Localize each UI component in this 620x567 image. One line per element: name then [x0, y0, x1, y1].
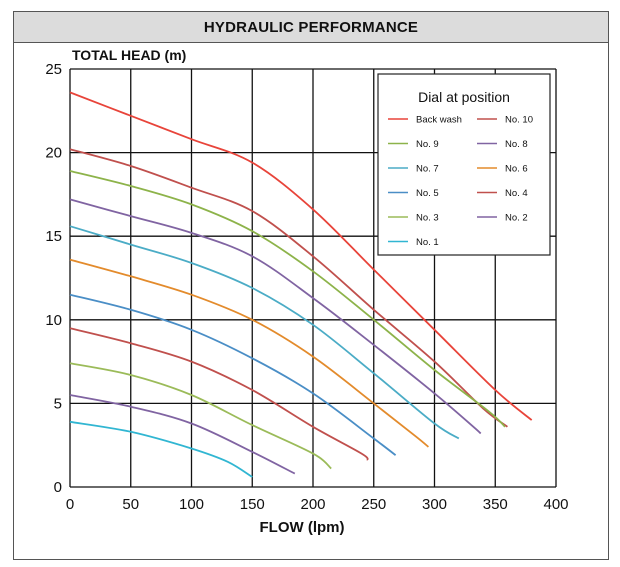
y-axis-label: TOTAL HEAD (m)	[72, 47, 186, 63]
y-tick-label: 0	[54, 479, 62, 496]
curves	[69, 91, 533, 478]
x-tick-label: 0	[66, 496, 74, 513]
legend-label: No. 10	[505, 115, 533, 126]
legend-label: No. 2	[505, 213, 528, 224]
series-line-no-8	[69, 198, 482, 435]
series-line-no-7	[69, 225, 460, 440]
x-tick-label: 250	[361, 496, 386, 513]
legend-label: No. 3	[416, 213, 439, 224]
x-tick-label: 150	[240, 496, 265, 513]
legend-label: Back wash	[416, 115, 462, 126]
legend: Dial at position Back wash No. 10 No. 9 No.…	[377, 73, 551, 256]
chart-header: HYDRAULIC PERFORMANCE	[14, 12, 608, 43]
legend-label: No. 5	[416, 188, 439, 199]
y-tick-label: 5	[54, 395, 62, 412]
series-line-no-10	[69, 148, 508, 428]
x-axis-label: FLOW (lpm)	[260, 519, 345, 536]
series-line-back-wash	[69, 91, 533, 421]
x-tick-label: 100	[179, 496, 204, 513]
legend-label: No. 4	[505, 188, 528, 199]
x-tick-label: 350	[483, 496, 508, 513]
x-tick-label: 300	[422, 496, 447, 513]
legend-label: No. 7	[416, 164, 439, 175]
y-tick-label: 15	[45, 228, 62, 245]
axes: 0 50 100 150 200 250 300 350 400 0 5 10 15 20 25	[45, 61, 568, 513]
x-tick-label: 50	[122, 496, 139, 513]
series-line-no-5	[69, 293, 397, 456]
series-line-no-1	[69, 420, 253, 478]
y-tick-label: 20	[45, 145, 62, 162]
series-line-no-9	[69, 170, 506, 428]
series-line-no-6	[69, 258, 429, 448]
legend-label: No. 1	[416, 237, 439, 248]
legend-title: Dial at position	[418, 89, 510, 105]
x-tick-label: 200	[300, 496, 325, 513]
legend-label: No. 8	[505, 139, 528, 150]
series-line-no-3	[69, 362, 332, 470]
y-tick-label: 10	[45, 312, 62, 329]
legend-box	[377, 73, 551, 256]
legend-label: No. 9	[416, 139, 439, 150]
legend-label: No. 6	[505, 164, 528, 175]
y-tick-label: 25	[45, 61, 62, 78]
chart-frame: HYDRAULIC PERFORMANCE	[13, 11, 609, 560]
series-line-no-2	[69, 394, 296, 475]
x-tick-label: 400	[543, 496, 568, 513]
series-line-no-4	[69, 327, 369, 461]
